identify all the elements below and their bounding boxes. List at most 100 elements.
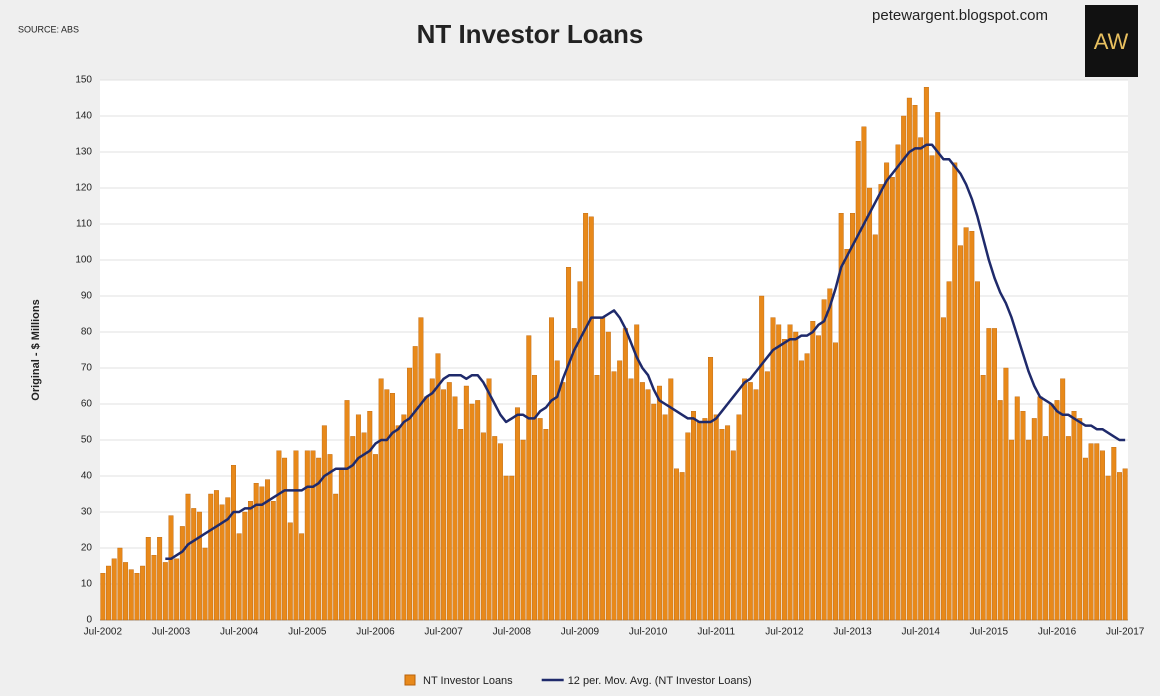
bar [1065, 436, 1071, 621]
bar [106, 565, 111, 621]
bar [168, 515, 174, 621]
bar [1026, 439, 1032, 621]
bar [844, 248, 850, 621]
bar [287, 522, 293, 621]
logo-box [1085, 5, 1138, 77]
bar [952, 162, 958, 621]
bar [532, 375, 537, 621]
bar [253, 483, 259, 621]
bar [355, 414, 361, 621]
bar [475, 400, 481, 621]
bar [1031, 418, 1037, 621]
bar [316, 457, 322, 621]
bar [815, 335, 821, 621]
y-tick-label: 50 [81, 435, 93, 446]
bar [889, 176, 895, 621]
bar [787, 324, 793, 621]
bar [577, 281, 583, 621]
y-tick-label: 40 [81, 471, 93, 482]
bar [230, 465, 236, 621]
bar [134, 573, 140, 621]
bar [628, 378, 634, 621]
bar [185, 493, 191, 621]
bar [566, 267, 572, 621]
bar [333, 493, 339, 621]
y-tick-label: 150 [75, 75, 92, 86]
bar [1054, 400, 1060, 621]
bar [810, 321, 816, 621]
legend-swatch [404, 674, 416, 686]
bar [850, 212, 856, 621]
bar [918, 137, 924, 621]
bar [390, 393, 395, 621]
bar [588, 216, 594, 621]
bar [776, 324, 782, 621]
bar [526, 335, 532, 621]
bar [407, 367, 413, 621]
bar [1088, 443, 1094, 621]
bar [895, 144, 901, 621]
y-tick-label: 0 [86, 615, 92, 626]
bar [804, 353, 810, 621]
bar [992, 328, 998, 621]
bar [634, 324, 640, 621]
bar [344, 400, 350, 621]
bar [162, 562, 168, 621]
y-tick-label: 120 [75, 183, 92, 194]
bar [463, 385, 469, 621]
bar [1037, 396, 1043, 621]
bar [713, 414, 719, 621]
bar [798, 360, 804, 621]
bar [202, 547, 208, 621]
bar [384, 389, 390, 621]
x-tick-label: Jul-2016 [1038, 627, 1077, 638]
x-tick-label: Jul-2004 [220, 627, 259, 638]
bar [276, 450, 282, 621]
bar [350, 436, 356, 621]
bar [248, 501, 253, 621]
bar [123, 562, 129, 621]
bar [401, 414, 407, 621]
y-axis-label: Original - $ Millions [30, 299, 42, 400]
bar [514, 407, 520, 621]
x-tick-label: Jul-2002 [84, 627, 123, 638]
bar [867, 187, 873, 621]
bar [1099, 450, 1105, 621]
bar [1122, 468, 1128, 621]
bar [236, 533, 242, 621]
bar [651, 403, 657, 621]
bar [957, 245, 963, 621]
y-tick-label: 80 [81, 327, 93, 338]
bar [781, 339, 787, 621]
bar [208, 493, 214, 621]
bar [691, 411, 696, 621]
bar [855, 140, 861, 621]
bar [986, 328, 992, 621]
bar [1014, 396, 1020, 621]
bar [196, 511, 202, 621]
moving-average-line [165, 143, 1126, 561]
bar [520, 439, 526, 621]
bar [1077, 418, 1083, 621]
website: petewargent.blogspot.com [872, 7, 1048, 24]
bar [617, 360, 623, 621]
bar [975, 281, 980, 621]
bar [265, 479, 271, 621]
bar [509, 475, 515, 621]
bar [668, 378, 674, 621]
x-tick-label: Jul-2005 [288, 627, 327, 638]
bar [702, 418, 708, 621]
bar [594, 375, 600, 621]
bar [600, 317, 606, 621]
bar [833, 342, 838, 621]
bar [480, 432, 486, 621]
bar [742, 378, 748, 621]
bar [725, 425, 731, 621]
bar [980, 375, 986, 621]
bar [299, 533, 305, 621]
bar [282, 457, 288, 621]
y-tick-label: 60 [81, 399, 93, 410]
x-tick-label: Jul-2008 [493, 627, 532, 638]
bar [759, 295, 765, 621]
